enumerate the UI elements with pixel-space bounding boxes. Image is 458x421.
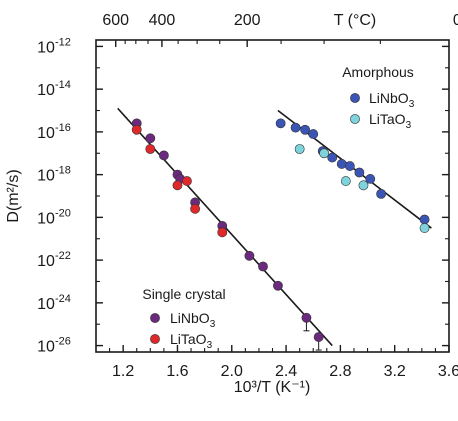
- data-point: [300, 124, 310, 135]
- y-tick-label: 10-14: [37, 79, 71, 99]
- data-point: [145, 144, 156, 154]
- y-tick-base: 10: [37, 339, 55, 356]
- data-point: [301, 312, 312, 323]
- legend-label: LiTaO3: [369, 111, 412, 131]
- text-labels: 1.2 1.6 2.0 2.4 2.8 3.2 3.610-2610-2410-2210-2…: [5, 12, 458, 396]
- data-point: [190, 203, 201, 214]
- y-tick-base: 10: [37, 253, 55, 270]
- top-tick-label: 200: [234, 12, 261, 29]
- x-tick-label: 3.2: [384, 363, 406, 380]
- y-tick-label: 10-18: [37, 165, 71, 185]
- y-tick-base: 10: [37, 39, 55, 56]
- data-point: [273, 280, 283, 291]
- data-point: [294, 144, 305, 154]
- y-tick-base: 10: [37, 125, 55, 142]
- x-tick-label: 2.0: [221, 363, 243, 380]
- legend-title-single-crystal: Single crystal: [142, 286, 225, 302]
- legend-title-amorphous: Amorphous: [342, 64, 414, 80]
- data-point: [182, 176, 192, 186]
- x-axis-title: 10³/T (K⁻¹): [234, 379, 311, 396]
- x-tick-label: 3.6: [438, 363, 458, 380]
- y-tick-exponent: -24: [55, 293, 71, 305]
- x-tick-label: 2.8: [329, 363, 351, 380]
- data-point: [419, 214, 430, 225]
- y-tick-exponent: -12: [55, 36, 71, 48]
- legend-label-subscript: 3: [409, 99, 415, 110]
- y-tick-exponent: -20: [55, 207, 71, 219]
- legend-label-subscript: 3: [406, 120, 412, 131]
- data-point: [145, 133, 156, 144]
- y-tick-label: 10-24: [37, 293, 71, 313]
- y-tick-base: 10: [37, 210, 55, 227]
- data-point: [340, 176, 351, 186]
- x-tick-label: 2.4: [275, 363, 297, 380]
- y-tick-label: 10-12: [37, 36, 71, 56]
- data-point: [158, 150, 169, 161]
- data-point: [172, 180, 183, 191]
- axes-layer: [95, 39, 450, 353]
- data-point: [308, 129, 319, 139]
- legend-label-subscript: 3: [207, 340, 213, 351]
- fit-lines: [117, 107, 432, 351]
- data-point: [336, 159, 347, 169]
- x-tick-label: 1.6: [166, 363, 188, 380]
- legend-label-text: LiTaO: [170, 331, 207, 347]
- y-tick-label: 10-22: [37, 250, 71, 270]
- plot-frame: [95, 39, 450, 353]
- top-tick-label: 600: [102, 12, 129, 29]
- y-tick-exponent: -16: [55, 122, 71, 134]
- top-tick-label: 400: [149, 12, 176, 29]
- y-tick-base: 10: [37, 296, 55, 313]
- data-point: [365, 174, 376, 184]
- legend-label-text: LiNbO: [170, 310, 210, 326]
- y-tick-base: 10: [37, 168, 55, 185]
- legend-marker: [150, 334, 160, 344]
- data-point: [217, 227, 228, 238]
- y-tick-exponent: -26: [55, 336, 71, 348]
- y-tick-exponent: -18: [55, 165, 71, 177]
- legend-label-text: LiTaO: [369, 111, 406, 127]
- data-points: [131, 118, 430, 342]
- data-point: [131, 124, 142, 135]
- data-point: [344, 161, 355, 171]
- legend-label: LiNbO3: [369, 90, 415, 110]
- data-point: [358, 180, 369, 191]
- data-point: [244, 250, 255, 261]
- top-tick-label: 0: [453, 12, 458, 29]
- data-point: [313, 332, 324, 342]
- legend-marker: [350, 114, 360, 124]
- data-point: [319, 148, 329, 159]
- legend-marker: [350, 93, 360, 103]
- data-point: [290, 122, 301, 133]
- x-tick-label: 1.2: [112, 363, 134, 380]
- legend-marker: [150, 313, 160, 323]
- y-tick-exponent: -22: [55, 250, 71, 262]
- data-point: [327, 152, 338, 163]
- y-tick-exponent: -14: [55, 79, 71, 91]
- data-point: [258, 261, 268, 272]
- legend-label: LiNbO3: [170, 310, 216, 330]
- y-axis-title: D(m²/s): [5, 169, 22, 222]
- data-point: [354, 167, 365, 178]
- y-tick-base: 10: [37, 82, 55, 99]
- y-tick-label: 10-26: [37, 336, 71, 356]
- y-tick-label: 10-20: [37, 207, 71, 227]
- legend-label-subscript: 3: [210, 319, 216, 330]
- legend-label: LiTaO3: [170, 331, 213, 351]
- data-point: [419, 223, 430, 233]
- data-point: [275, 118, 286, 129]
- data-point: [376, 188, 387, 199]
- legend-label-text: LiNbO: [369, 90, 409, 106]
- y-tick-label: 10-16: [37, 122, 71, 142]
- top-axis-title: T (°C): [334, 12, 377, 29]
